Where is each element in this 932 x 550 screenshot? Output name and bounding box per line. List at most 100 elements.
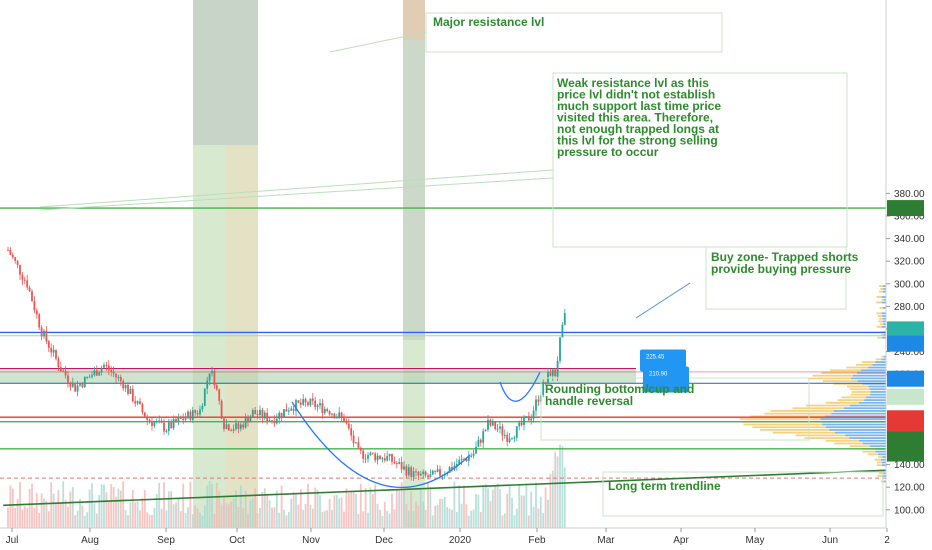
profile-bar-buy <box>868 366 886 369</box>
volume-bars <box>7 444 566 528</box>
volume-bar <box>482 485 485 528</box>
volume-bar <box>59 503 62 528</box>
volume-bar <box>122 481 125 528</box>
candle-body <box>170 422 173 429</box>
profile-bar-buy <box>883 355 886 358</box>
candle-body <box>43 330 45 337</box>
annotation-buy-zone-line: provide buying pressure <box>711 262 851 276</box>
volume-bar <box>172 504 175 528</box>
annotation-trendline: Long term trendline <box>608 479 721 493</box>
callout-weak-resistance <box>552 72 848 248</box>
volume-bar <box>129 502 132 528</box>
x-tick-label: Nov <box>302 535 320 546</box>
volume-bar <box>345 488 348 528</box>
volume-bar <box>139 510 141 528</box>
volume-bar <box>465 504 468 528</box>
candle-body <box>403 466 405 470</box>
candle-body <box>311 398 314 401</box>
volume-bar <box>407 510 410 528</box>
volume-bar <box>57 490 60 528</box>
profile-bar-sell <box>877 475 882 477</box>
annotation-rounding-bottom-line: Rounding bottom/cup and <box>545 382 694 396</box>
volume-bar <box>518 484 521 528</box>
connector-price-box <box>635 282 691 319</box>
candle-body <box>345 422 348 424</box>
volume-bar <box>163 482 165 528</box>
volume-bar <box>285 515 288 528</box>
volume-bar <box>367 512 369 528</box>
profile-bar-buy <box>875 450 886 453</box>
profile-bar-buy <box>865 396 886 399</box>
volume-bar <box>268 500 271 528</box>
candle-body <box>165 430 168 432</box>
profile-bar-sell <box>880 480 884 483</box>
candle-body <box>98 372 101 376</box>
profile-bar-buy <box>845 434 886 437</box>
profile-bar-buy <box>857 380 886 383</box>
x-tick-label: May <box>746 535 765 546</box>
volume-bar <box>165 510 168 528</box>
volume-bar <box>424 509 427 528</box>
candle-body <box>67 375 69 383</box>
volume-bar <box>328 498 331 528</box>
candle-body <box>7 249 9 251</box>
candle-body <box>194 410 197 414</box>
profile-bar-sell <box>822 380 858 383</box>
annotation-rounding-bottom-line: handle reversal <box>545 394 633 408</box>
price-box <box>643 366 689 393</box>
volume-bar <box>184 512 187 528</box>
candle-body <box>107 365 110 371</box>
candle-body <box>439 469 441 476</box>
volume-bar <box>532 506 535 528</box>
x-tick-label: Mar <box>597 535 615 546</box>
candle-body <box>158 420 161 422</box>
profile-bar-buy <box>869 445 886 448</box>
volume-bar <box>278 512 281 528</box>
volume-bar <box>266 495 269 528</box>
candle-body <box>155 421 158 423</box>
profile-bar-buy <box>870 391 886 393</box>
candle-body <box>76 385 79 392</box>
candle-body <box>532 410 535 419</box>
profile-bar-buy <box>881 325 886 328</box>
profile-bar-sell <box>862 450 876 453</box>
volume-bar <box>62 481 65 528</box>
connector-major <box>329 31 427 53</box>
candle-body <box>549 372 552 376</box>
profile-bar-sell <box>833 382 863 385</box>
candle-body <box>151 421 153 426</box>
candle-body <box>167 422 170 431</box>
volume-bar <box>535 482 537 528</box>
profile-bar-sell <box>834 442 863 445</box>
candle-body <box>561 324 564 338</box>
volume-bar <box>91 483 93 528</box>
volume-bar <box>499 489 501 528</box>
volume-bar <box>124 510 127 528</box>
candle-body <box>110 370 113 372</box>
profile-bar-sell <box>867 453 878 456</box>
profile-bar-sell <box>851 391 871 393</box>
volume-bar <box>477 494 480 528</box>
candle-body <box>391 453 393 462</box>
candle-body <box>410 467 413 477</box>
volume-bar <box>117 488 120 528</box>
volume-bar <box>403 489 405 528</box>
profile-bar-sell <box>846 366 869 369</box>
candle-body <box>530 418 533 421</box>
volume-bar <box>333 495 336 528</box>
profile-bar-sell <box>837 399 865 401</box>
volume-bar <box>311 508 314 528</box>
volume-bar <box>415 501 417 528</box>
candle-body <box>163 422 165 432</box>
candle-body <box>333 413 336 419</box>
volume-bar <box>153 507 156 528</box>
candle-body <box>503 434 506 436</box>
candle-body <box>417 471 420 476</box>
profile-bar-buy <box>825 426 886 429</box>
profile-bar-sell <box>812 374 853 377</box>
candle-body <box>31 291 33 302</box>
profile-bar-buy <box>881 475 886 477</box>
volume-bar <box>14 507 17 528</box>
candle-body <box>211 370 213 374</box>
